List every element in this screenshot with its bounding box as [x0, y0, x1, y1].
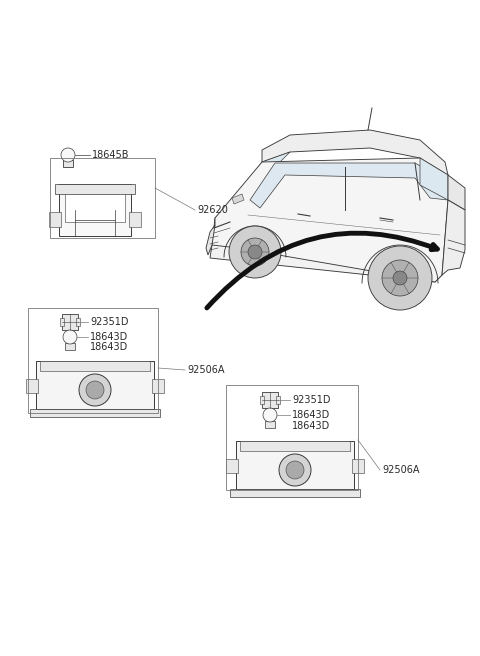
Circle shape	[79, 374, 111, 406]
Text: 18643D: 18643D	[292, 410, 330, 420]
Circle shape	[286, 461, 304, 479]
Circle shape	[63, 330, 77, 344]
Text: 92506A: 92506A	[382, 465, 420, 475]
Text: 92351D: 92351D	[292, 395, 331, 405]
Bar	[262, 392, 278, 408]
Circle shape	[263, 408, 277, 422]
Bar	[226, 385, 358, 490]
Bar	[55, 184, 135, 194]
Bar	[28, 308, 158, 413]
Bar	[276, 396, 280, 404]
Bar	[59, 184, 131, 236]
Bar	[62, 314, 78, 330]
Polygon shape	[212, 180, 262, 245]
Bar	[265, 421, 275, 428]
Text: 18643D: 18643D	[90, 342, 128, 352]
Bar	[260, 396, 264, 404]
Bar	[236, 441, 354, 489]
Text: 18643D: 18643D	[292, 421, 330, 431]
Bar	[152, 379, 164, 393]
Polygon shape	[420, 158, 448, 200]
Bar	[63, 160, 73, 167]
Bar	[36, 361, 154, 409]
Text: 18645B: 18645B	[92, 150, 130, 160]
Text: 92351D: 92351D	[90, 317, 129, 327]
Polygon shape	[250, 163, 448, 208]
Bar	[60, 318, 64, 326]
Circle shape	[382, 260, 418, 296]
Polygon shape	[232, 194, 244, 204]
Circle shape	[368, 246, 432, 310]
Circle shape	[229, 226, 281, 278]
Polygon shape	[262, 130, 448, 175]
Circle shape	[86, 381, 104, 399]
Bar	[76, 318, 80, 326]
Text: 92506A: 92506A	[187, 365, 225, 375]
Circle shape	[248, 245, 262, 259]
Polygon shape	[442, 200, 465, 275]
Text: 92620: 92620	[197, 205, 228, 215]
Circle shape	[393, 271, 407, 285]
Circle shape	[61, 148, 75, 162]
Bar	[230, 489, 360, 497]
Bar	[26, 379, 38, 393]
Text: 18643D: 18643D	[90, 332, 128, 342]
Bar	[352, 459, 364, 473]
Bar	[226, 459, 238, 473]
Bar	[50, 158, 155, 238]
Bar	[65, 343, 75, 350]
Bar	[30, 409, 160, 417]
Circle shape	[279, 454, 311, 486]
Polygon shape	[206, 225, 215, 255]
FancyArrowPatch shape	[207, 233, 437, 308]
Polygon shape	[240, 152, 290, 195]
Bar	[240, 441, 350, 451]
Polygon shape	[448, 175, 465, 210]
Bar	[129, 212, 141, 227]
Bar	[40, 361, 150, 371]
Polygon shape	[212, 158, 448, 282]
Circle shape	[241, 238, 269, 266]
Polygon shape	[210, 228, 442, 282]
Bar	[49, 212, 61, 227]
Bar	[65, 190, 125, 222]
